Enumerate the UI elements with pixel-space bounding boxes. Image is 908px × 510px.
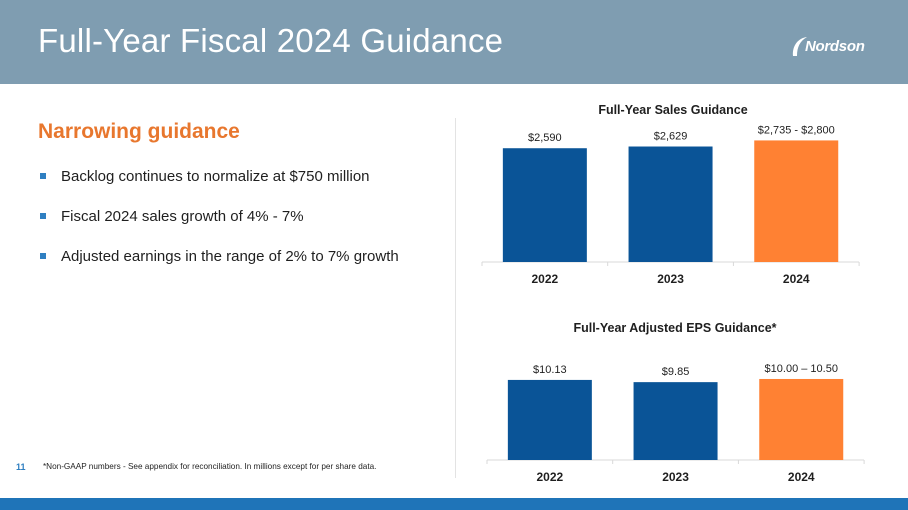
footnote: *Non-GAAP numbers - See appendix for rec…	[43, 462, 377, 471]
bar-2024	[754, 140, 839, 262]
square-bullet-icon	[40, 213, 46, 219]
x-tick-label-2022: 2022	[531, 272, 558, 286]
data-label-2024: $2,735 - $2,800	[758, 124, 835, 136]
x-tick-label-2024: 2024	[788, 470, 815, 484]
eps-guidance-chart: Full-Year Adjusted EPS Guidance* $10.13 2…	[470, 312, 890, 492]
x-tick-label-2023: 2023	[657, 272, 684, 286]
bar-2024	[759, 378, 844, 460]
bullet-item: Adjusted earnings in the range of 2% to …	[40, 248, 399, 288]
bullet-text: Adjusted earnings in the range of 2% to …	[61, 248, 399, 265]
bullet-item: Backlog continues to normalize at $750 m…	[40, 168, 399, 208]
bullet-item: Fiscal 2024 sales growth of 4% - 7%	[40, 208, 399, 248]
subheading: Narrowing guidance	[38, 120, 240, 143]
bullet-text: Fiscal 2024 sales growth of 4% - 7%	[61, 208, 304, 225]
header-banner: Full-Year Fiscal 2024 Guidance Nordson	[0, 0, 908, 84]
data-label-2024: $10.00 – 10.50	[765, 363, 838, 375]
data-label-2022: $10.13	[533, 364, 567, 376]
x-tick-label-2022: 2022	[536, 470, 563, 484]
bullet-text: Backlog continues to normalize at $750 m…	[61, 168, 370, 185]
footer-bar	[0, 498, 908, 510]
square-bullet-icon	[40, 253, 46, 259]
data-label-2023: $9.85	[662, 366, 690, 378]
data-label-2023: $2,629	[654, 131, 688, 143]
chart-title: Full-Year Adjusted EPS Guidance*	[573, 321, 776, 335]
slide-title: Full-Year Fiscal 2024 Guidance	[38, 22, 504, 59]
nordson-logo: Nordson	[790, 34, 870, 60]
bar-2023	[628, 146, 713, 262]
logo-text: Nordson	[805, 38, 865, 55]
square-bullet-icon	[40, 173, 46, 179]
column-divider	[455, 118, 456, 478]
sales-guidance-chart: Full-Year Sales Guidance $2,590 2022 $2,62…	[470, 96, 890, 296]
bar-2022	[507, 379, 592, 460]
chart-title: Full-Year Sales Guidance	[598, 103, 747, 117]
nordson-logo-swoosh-icon	[792, 37, 807, 56]
x-tick-label-2023: 2023	[662, 470, 689, 484]
eps-guidance-svg: Full-Year Adjusted EPS Guidance* $10.13 2…	[486, 321, 865, 484]
bar-2023	[633, 382, 718, 460]
x-tick-label-2024: 2024	[783, 272, 810, 286]
page-number: 11	[16, 462, 26, 472]
bullet-list: Backlog continues to normalize at $750 m…	[40, 168, 399, 288]
sales-guidance-svg: Full-Year Sales Guidance $2,590 2022 $2,62…	[481, 103, 860, 286]
bar-2022	[502, 148, 587, 262]
data-label-2022: $2,590	[528, 132, 562, 144]
